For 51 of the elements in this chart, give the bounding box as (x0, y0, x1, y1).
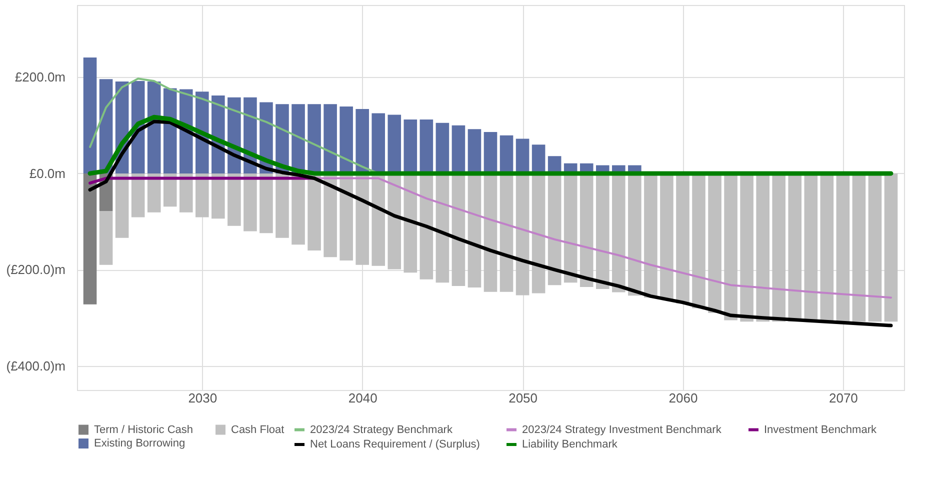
bar (228, 173, 241, 226)
bar (308, 173, 321, 250)
bar (340, 106, 353, 174)
y-tick-label: (£400.0)m (6, 358, 66, 374)
bar (500, 135, 514, 174)
x-tick-label: 2030 (188, 390, 218, 406)
y-tick-label: £0.0m (29, 166, 66, 181)
bar (884, 173, 898, 322)
line-series (88, 114, 894, 176)
x-tick-label: 2060 (668, 390, 698, 406)
x-tick-label: 2050 (508, 390, 538, 406)
legend-label: 2023/24 Strategy Investment Benchmark (522, 424, 722, 436)
legend-label: Investment Benchmark (764, 424, 877, 436)
bar (163, 173, 177, 207)
legend-label: Liability Benchmark (522, 438, 618, 450)
bar (83, 173, 97, 304)
bar (115, 173, 129, 238)
x-tick-label: 2040 (348, 390, 378, 406)
bar (452, 125, 466, 174)
bar (196, 173, 209, 218)
y-tick-label: (£200.0)m (6, 262, 66, 278)
bar (83, 57, 97, 174)
bar (436, 122, 450, 174)
x-tick-label: 2070 (828, 390, 858, 406)
bar (356, 108, 369, 174)
bar (131, 173, 145, 218)
bar (179, 173, 193, 212)
bar (308, 104, 321, 174)
y-tick-label: £200.0m (14, 70, 66, 85)
bar (532, 144, 546, 174)
legend-label: Cash Float (231, 424, 284, 436)
legend-label: Term / Historic Cash (94, 424, 194, 436)
bar (388, 114, 402, 174)
legend-label: Net Loans Requirement / (Surplus) (310, 438, 480, 450)
bar (324, 104, 337, 174)
line-series (88, 120, 893, 328)
bar (292, 173, 305, 245)
bar (212, 173, 225, 219)
bar (276, 173, 289, 238)
bar (372, 113, 386, 174)
legend-label: 2023/24 Strategy Benchmark (310, 424, 453, 436)
bar (260, 173, 273, 234)
bar (244, 173, 257, 232)
bar (468, 129, 482, 174)
bar (147, 173, 161, 212)
bar (99, 210, 113, 265)
bar (484, 132, 498, 174)
bar (404, 120, 418, 174)
legend-label: Existing Borrowing (94, 438, 186, 450)
bar (516, 138, 530, 174)
bar (420, 120, 434, 174)
